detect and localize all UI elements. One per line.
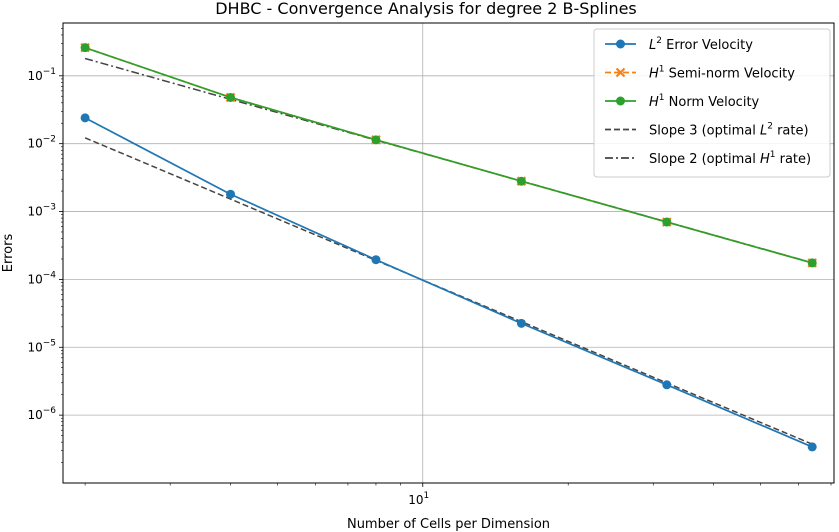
data-point-l2 (81, 113, 90, 122)
data-point-h1norm (662, 218, 671, 227)
data-point-l2 (226, 190, 235, 199)
legend-label-h1norm: H1 Norm Velocity (649, 93, 760, 110)
legend-label-h1semi: H1 Semi-norm Velocity (649, 65, 795, 82)
data-point-h1norm (371, 135, 380, 144)
y-tick-label: 10−4 (27, 270, 56, 286)
data-point-l2 (808, 442, 817, 451)
legend-marker-h1norm (616, 97, 625, 106)
chart-title: DHBC - Convergence Analysis for degree 2… (215, 0, 637, 18)
legend-label-l2: L2 Error Velocity (649, 36, 753, 53)
legend-label-slope2: Slope 2 (optimal H1 rate) (649, 150, 811, 167)
data-point-h1norm (517, 177, 526, 186)
x-axis-label: Number of Cells per Dimension (347, 517, 550, 532)
data-point-l2 (662, 380, 671, 389)
legend-label-slope3: Slope 3 (optimal L2 rate) (649, 122, 809, 139)
data-point-h1norm (81, 43, 90, 52)
y-tick-label: 10−6 (27, 406, 56, 422)
legend-marker-l2 (616, 40, 625, 49)
data-point-l2 (517, 319, 526, 328)
y-axis-label: Errors (1, 234, 16, 273)
y-tick-label: 10−3 (27, 203, 56, 219)
data-point-l2 (371, 255, 380, 264)
y-tick-label: 10−5 (27, 338, 56, 354)
data-point-h1norm (226, 93, 235, 102)
y-tick-label: 10−1 (27, 67, 56, 83)
x-tick-label: 101 (408, 491, 429, 507)
legend: L2 Error Velocity H1 Semi-norm Velocity H1… (594, 29, 830, 177)
y-tick-label: 10−2 (27, 135, 56, 151)
data-point-h1norm (808, 258, 817, 267)
